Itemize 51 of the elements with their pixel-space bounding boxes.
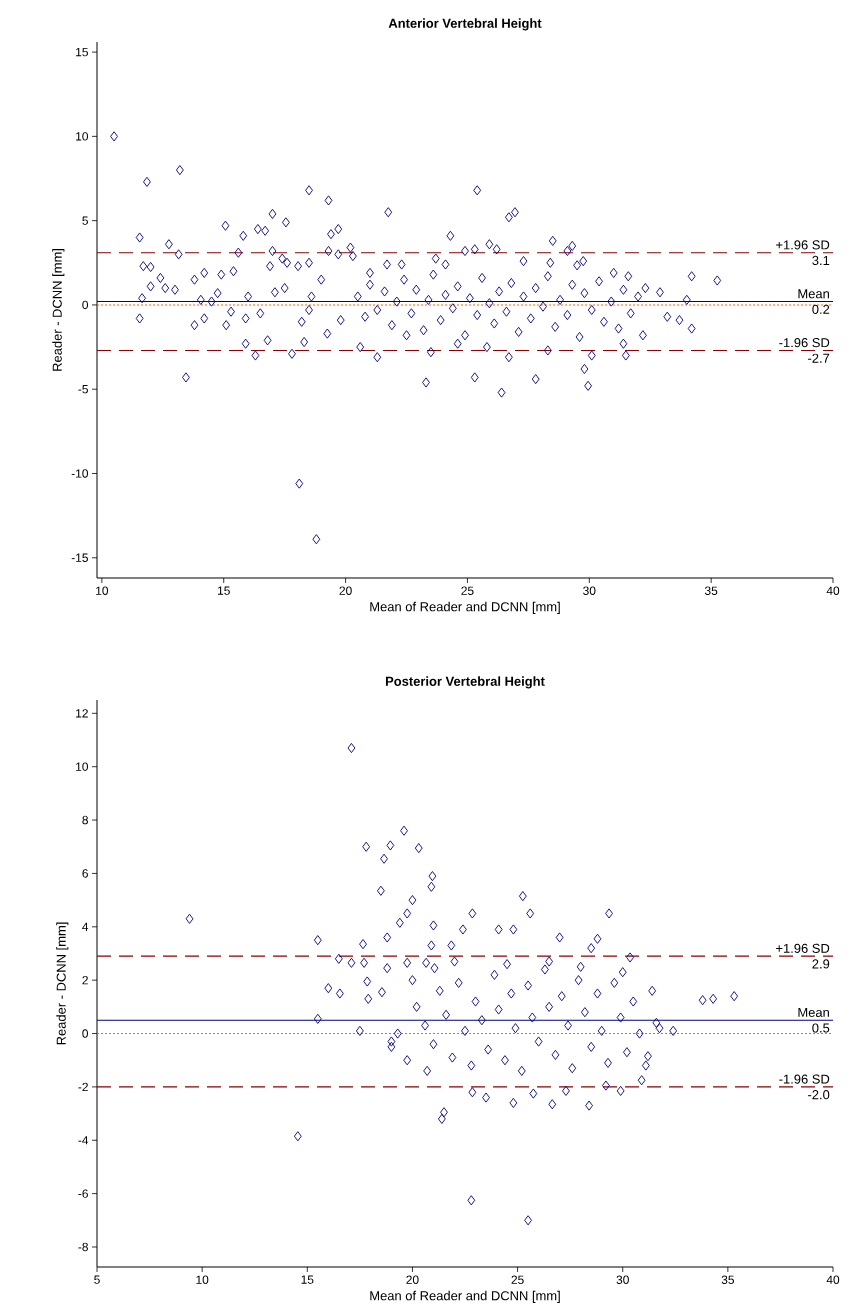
annotation: 0.5 <box>812 1023 830 1033</box>
y-tick-label: 12 <box>76 709 88 718</box>
x-axis-title: Mean of Reader and DCNN [mm] <box>370 601 560 614</box>
x-tick-label: 30 <box>616 1275 629 1284</box>
x-tick-label: 25 <box>511 1275 524 1284</box>
x-tick-label: 30 <box>583 586 596 595</box>
y-tick-label: 8 <box>82 815 88 825</box>
chart-title: Anterior Vertebral Height <box>388 18 542 31</box>
y-tick-label: 6 <box>82 869 88 878</box>
x-tick-label: 10 <box>96 586 109 595</box>
x-tick-label: 25 <box>461 586 474 595</box>
y-tick-label: -2 <box>78 1082 88 1092</box>
ref-line-label: Mean <box>798 1007 829 1017</box>
ref-line-label: -1.96 SD <box>779 338 830 348</box>
y-tick-label: -10 <box>71 469 89 478</box>
chart-title: Posterior Vertebral Height <box>385 676 545 689</box>
x-tick-label: 20 <box>406 1275 419 1284</box>
y-tick-label: -5 <box>78 385 88 394</box>
y-tick-label: 10 <box>76 132 89 141</box>
y-tick-label: 5 <box>82 216 88 225</box>
annotation: 0.2 <box>812 304 830 314</box>
y-tick-label: 10 <box>76 762 89 771</box>
y-tick-label: 4 <box>82 922 89 931</box>
ref-line-label: +1.96 SD <box>776 943 830 953</box>
y-tick-label: 2 <box>82 975 88 985</box>
x-tick-label: 35 <box>704 586 718 595</box>
y-tick-label: 15 <box>76 47 88 57</box>
x-tick-label: 15 <box>217 586 230 595</box>
y-tick-label: 0 <box>82 300 89 310</box>
x-tick-label: 35 <box>721 1275 734 1284</box>
x-axis-title: Mean of Reader and DCNN [mm] <box>370 1290 560 1303</box>
x-tick-label: 40 <box>826 586 840 595</box>
ref-line-label: -1.96 SD <box>779 1074 830 1084</box>
y-tick-label: -6 <box>78 1189 88 1198</box>
y-tick-label: -4 <box>78 1136 89 1145</box>
y-tick-label: -8 <box>78 1242 88 1252</box>
x-tick-label: 40 <box>826 1275 840 1284</box>
y-axis-title: Reader - DCNN [mm] <box>52 249 65 371</box>
x-tick-label: 10 <box>196 1275 209 1284</box>
ref-line-label: Mean <box>798 289 829 299</box>
y-tick-label: -15 <box>71 553 88 562</box>
y-tick-label: 0 <box>82 1029 89 1038</box>
annotation: -2.7 <box>808 353 830 363</box>
annotation: 3.1 <box>812 255 830 266</box>
ref-line-label: +1.96 SD <box>776 240 830 250</box>
x-tick-label: 20 <box>339 586 352 595</box>
x-tick-label: 5 <box>94 1275 100 1284</box>
annotation: 2.9 <box>812 959 830 969</box>
x-tick-label: 15 <box>301 1275 314 1284</box>
annotation: -2.0 <box>808 1090 830 1100</box>
y-axis-title: Reader - DCNN [mm] <box>56 922 69 1045</box>
